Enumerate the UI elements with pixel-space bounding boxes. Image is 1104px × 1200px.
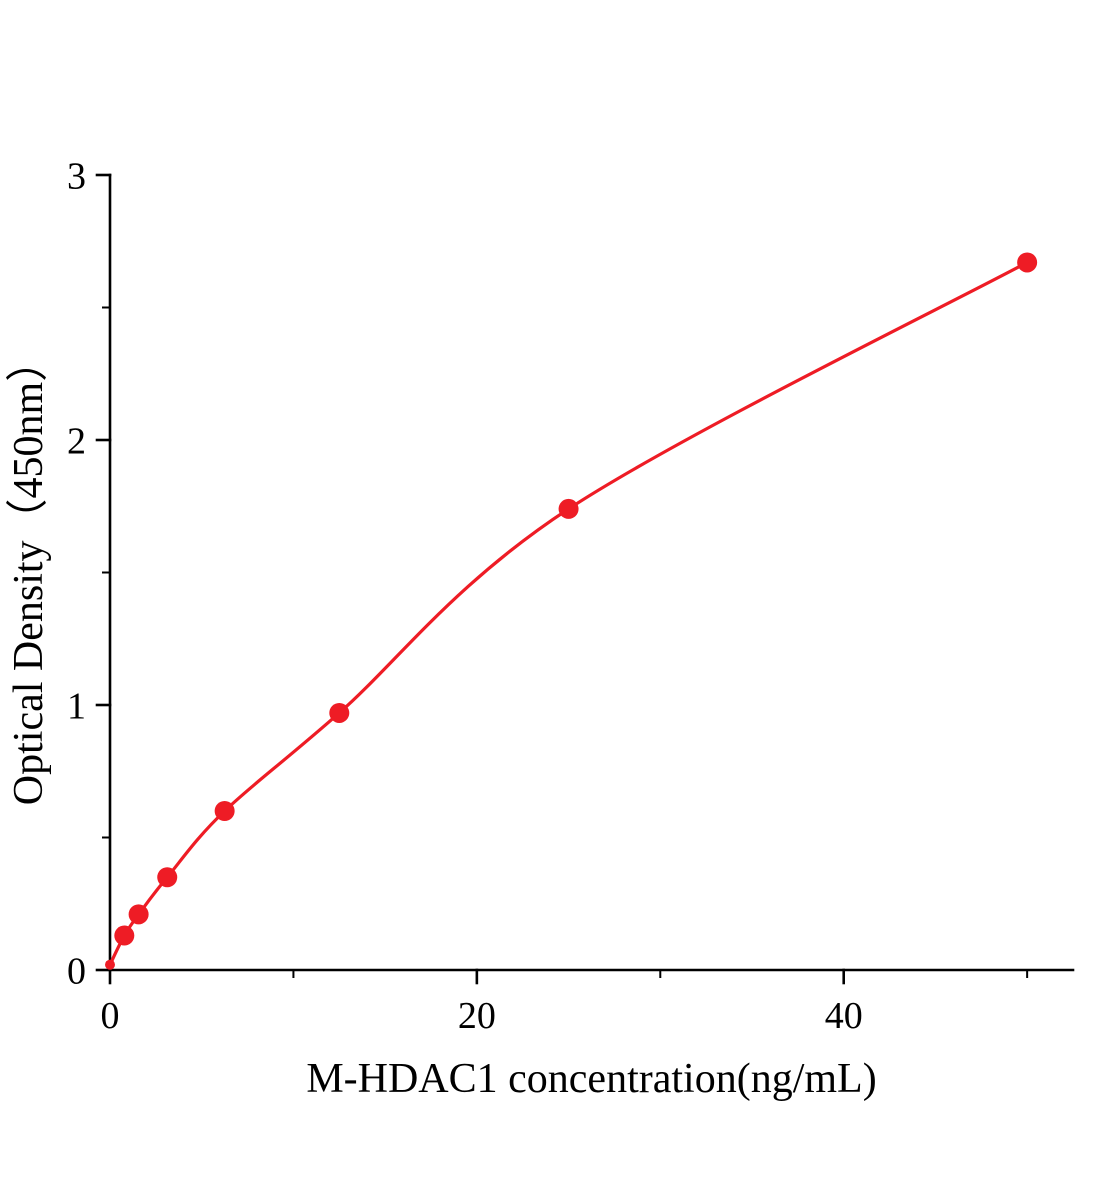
y-tick-label: 1 <box>67 686 86 728</box>
data-point <box>329 702 350 723</box>
y-tick-label: 2 <box>67 421 86 463</box>
y-tick-label: 3 <box>67 156 86 198</box>
x-tick-label: 20 <box>458 995 496 1037</box>
data-point <box>558 498 579 519</box>
data-point <box>105 959 115 970</box>
data-point <box>128 904 149 925</box>
data-points-group <box>105 252 1038 970</box>
data-point <box>1017 252 1038 273</box>
data-point <box>214 801 235 821</box>
x-tick-label: 0 <box>101 995 120 1037</box>
axes-group <box>95 173 1075 985</box>
y-axis-title: Optical Density（450nm） <box>6 340 52 805</box>
x-tick-label: 40 <box>825 995 863 1037</box>
x-axis-title: M-HDAC1 concentration(ng/mL) <box>306 1056 876 1102</box>
data-point <box>114 925 135 946</box>
data-point <box>157 867 178 888</box>
y-tick-label: 0 <box>67 951 86 993</box>
